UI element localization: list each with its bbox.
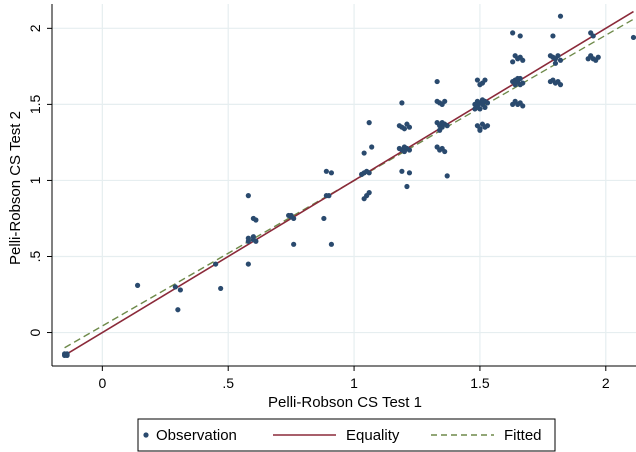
observation-point bbox=[472, 106, 478, 112]
observation-point bbox=[253, 217, 259, 223]
observation-point bbox=[177, 287, 183, 293]
observation-point bbox=[218, 285, 224, 292]
observation-point bbox=[359, 171, 365, 177]
y-tick-label: 1 bbox=[27, 176, 43, 184]
observation-points-layer bbox=[61, 13, 636, 358]
y-tick-label: .5 bbox=[27, 250, 43, 262]
observation-point bbox=[288, 212, 294, 219]
observation-point bbox=[512, 82, 518, 88]
observation-point bbox=[134, 282, 141, 288]
y-tick-label: 1.5 bbox=[27, 94, 43, 114]
y-axis-ticks: 0 .5 1 1.5 2 bbox=[27, 24, 52, 336]
observation-point bbox=[442, 148, 448, 155]
legend-fitted-label: Fitted bbox=[504, 427, 542, 444]
observation-point bbox=[175, 307, 181, 313]
observation-point bbox=[399, 100, 405, 106]
observation-point bbox=[517, 33, 523, 39]
observation-point bbox=[291, 241, 297, 247]
observation-point bbox=[213, 261, 219, 267]
legend-observation-marker bbox=[143, 432, 149, 438]
equality-line bbox=[64, 10, 634, 357]
observation-point bbox=[557, 82, 564, 88]
x-axis-title: Pelli-Robson CS Test 1 bbox=[268, 394, 422, 411]
observation-point bbox=[585, 56, 591, 62]
observation-point bbox=[444, 173, 450, 179]
observation-point bbox=[474, 77, 481, 83]
observation-point bbox=[361, 150, 367, 156]
equality-line-layer bbox=[64, 10, 634, 357]
y-axis-title: Pelli-Robson CS Test 2 bbox=[7, 111, 24, 265]
observation-point bbox=[517, 82, 523, 88]
x-tick-label: 2 bbox=[602, 375, 610, 391]
observation-point bbox=[595, 54, 601, 60]
observation-point bbox=[401, 144, 408, 150]
legend-observation-label: Observation bbox=[156, 427, 237, 444]
observation-point bbox=[590, 33, 596, 39]
observation-point bbox=[245, 238, 251, 244]
observation-point bbox=[326, 193, 332, 199]
observation-point bbox=[510, 59, 516, 65]
observation-point bbox=[253, 238, 259, 244]
legend: Observation Equality Fitted bbox=[137, 418, 556, 452]
observation-point bbox=[323, 168, 329, 174]
observation-point bbox=[520, 57, 526, 63]
observation-point bbox=[321, 215, 327, 222]
observation-point bbox=[64, 351, 70, 357]
y-tick-label: 0 bbox=[27, 328, 43, 336]
observation-point bbox=[328, 241, 335, 247]
observation-point bbox=[406, 147, 413, 153]
observation-point bbox=[550, 33, 556, 39]
observation-point bbox=[484, 123, 491, 129]
observation-point bbox=[442, 98, 448, 104]
observation-point bbox=[555, 53, 561, 59]
observation-point bbox=[477, 127, 483, 133]
observation-point bbox=[515, 75, 521, 82]
y-tick-label: 2 bbox=[27, 24, 43, 32]
observation-point bbox=[250, 234, 256, 240]
observation-point bbox=[369, 144, 375, 150]
observation-point bbox=[406, 170, 413, 176]
observation-point bbox=[172, 284, 178, 290]
observation-point bbox=[444, 123, 450, 129]
observation-point bbox=[404, 183, 410, 190]
observation-point bbox=[474, 98, 481, 104]
observation-point bbox=[552, 60, 559, 66]
observation-point bbox=[482, 98, 488, 104]
observation-point bbox=[366, 170, 372, 176]
observation-point bbox=[361, 196, 367, 202]
x-tick-label: .5 bbox=[222, 375, 234, 391]
observation-point bbox=[399, 168, 405, 174]
observation-point bbox=[245, 261, 251, 267]
x-tick-label: 1.5 bbox=[470, 375, 490, 391]
observation-point bbox=[630, 34, 636, 41]
observation-point bbox=[510, 30, 516, 36]
x-tick-label: 1 bbox=[350, 375, 358, 391]
observation-point bbox=[482, 104, 488, 111]
observation-point bbox=[477, 106, 483, 112]
observation-point bbox=[510, 101, 516, 107]
grid bbox=[52, 4, 636, 366]
observation-point bbox=[328, 170, 335, 176]
observation-point bbox=[439, 120, 445, 126]
observation-point bbox=[401, 126, 408, 132]
observation-point bbox=[406, 124, 413, 130]
x-tick-label: 0 bbox=[98, 375, 106, 391]
observation-point bbox=[437, 127, 443, 133]
observation-point bbox=[245, 193, 251, 199]
observation-point bbox=[366, 190, 372, 196]
observation-point bbox=[479, 80, 486, 86]
observation-point bbox=[557, 13, 564, 19]
axes bbox=[51, 4, 636, 367]
observation-point bbox=[434, 78, 440, 85]
observation-point bbox=[557, 57, 564, 63]
observation-point bbox=[520, 103, 526, 109]
x-axis-ticks: 0 .5 1 1.5 2 bbox=[98, 366, 610, 391]
legend-equality-label: Equality bbox=[346, 427, 400, 444]
observation-point bbox=[366, 120, 372, 126]
